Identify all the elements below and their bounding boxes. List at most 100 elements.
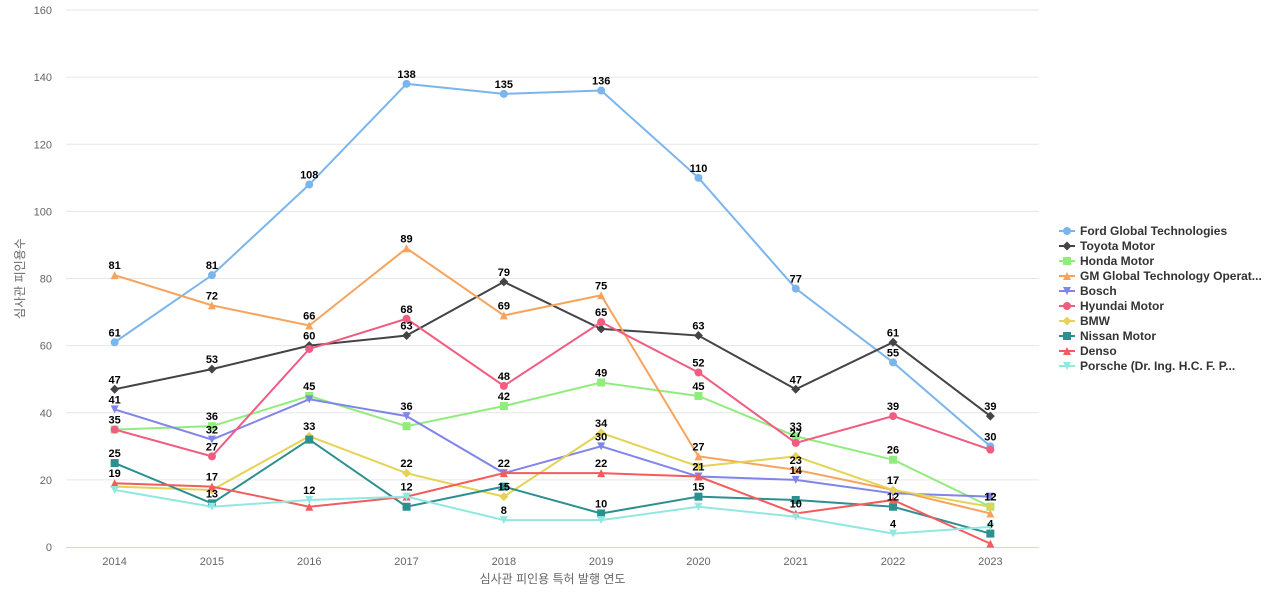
- data-point: [305, 502, 314, 511]
- data-label: 69: [498, 300, 510, 312]
- data-label: 27: [206, 441, 218, 453]
- x-tick-label: 2021: [784, 556, 808, 568]
- legend-item[interactable]: Denso: [1059, 344, 1117, 358]
- data-point: [402, 314, 411, 323]
- data-label: 60: [303, 331, 315, 343]
- data-point: [110, 485, 119, 494]
- legend-item[interactable]: Honda Motor: [1059, 254, 1154, 268]
- data-label: 39: [887, 401, 899, 413]
- y-axis-title: 심사관 피인용수: [13, 238, 27, 319]
- data-point: [597, 291, 606, 300]
- data-point: [694, 173, 703, 182]
- data-label: 15: [692, 482, 704, 494]
- data-point: [986, 539, 995, 548]
- data-point: [694, 472, 703, 481]
- legend-item[interactable]: Bosch: [1059, 284, 1117, 298]
- data-label: 52: [692, 357, 704, 369]
- legend-item[interactable]: Nissan Motor: [1059, 329, 1156, 343]
- y-tick-label: 40: [40, 408, 52, 420]
- data-label: 42: [498, 391, 510, 403]
- legend-item[interactable]: Toyota Motor: [1059, 239, 1155, 253]
- data-point: [402, 422, 411, 431]
- data-label: 10: [790, 498, 802, 510]
- data-point: [597, 442, 606, 451]
- data-point: [888, 337, 898, 347]
- data-point: [110, 271, 119, 280]
- data-point: [693, 461, 703, 471]
- x-axis-title: 심사관 피인용 특허 발행 연도: [480, 571, 626, 586]
- series-line: [114, 317, 991, 458]
- x-tick-label: 2015: [200, 556, 224, 568]
- data-point: [207, 422, 216, 431]
- data-point: [1063, 362, 1071, 370]
- legend-label: Honda Motor: [1080, 254, 1154, 268]
- data-label: 135: [495, 79, 513, 91]
- series-7: [110, 435, 995, 538]
- data-point: [305, 344, 314, 353]
- data-point: [1063, 257, 1071, 265]
- data-point: [207, 271, 216, 280]
- data-point: [402, 492, 411, 501]
- series-2: [110, 378, 995, 511]
- data-point: [597, 86, 606, 95]
- data-point: [110, 384, 120, 394]
- data-point: [888, 485, 898, 495]
- legend-label: Denso: [1080, 344, 1117, 358]
- legend-item[interactable]: Ford Global Technologies: [1059, 224, 1227, 238]
- data-point: [305, 496, 314, 505]
- y-tick-label: 100: [34, 206, 52, 218]
- legend-item[interactable]: Porsche (Dr. Ing. H.C. F. P...: [1059, 359, 1235, 373]
- data-point: [694, 368, 703, 377]
- data-point: [110, 405, 119, 414]
- data-label: 15: [498, 482, 510, 494]
- data-point: [596, 324, 606, 334]
- data-point: [986, 509, 995, 518]
- legend-label: BMW: [1080, 314, 1111, 328]
- data-point: [791, 465, 800, 474]
- data-point: [499, 311, 508, 320]
- data-point: [1063, 302, 1071, 310]
- data-point: [305, 395, 314, 404]
- data-point: [1063, 287, 1071, 295]
- data-point: [499, 492, 509, 502]
- data-label: 66: [303, 310, 315, 322]
- data-label: 13: [206, 488, 218, 500]
- data-label: 22: [498, 458, 510, 470]
- legend-item[interactable]: GM Global Technology Operat...: [1059, 269, 1262, 283]
- series-1: [110, 277, 995, 421]
- data-label: 26: [887, 445, 899, 457]
- data-label: 12: [400, 482, 412, 494]
- data-point: [499, 402, 508, 411]
- data-point: [207, 301, 216, 310]
- data-point: [791, 451, 801, 461]
- series-group: [110, 79, 995, 548]
- data-point: [889, 455, 898, 464]
- x-tick-label: 2019: [589, 556, 613, 568]
- legend-item[interactable]: Hyundai Motor: [1059, 299, 1164, 313]
- legend-label: Bosch: [1080, 284, 1117, 298]
- data-point: [305, 180, 314, 189]
- x-tick-label: 2023: [978, 556, 1002, 568]
- data-label: 36: [400, 401, 412, 413]
- data-label: 32: [206, 425, 218, 437]
- data-point: [1063, 332, 1071, 340]
- data-label: 110: [690, 163, 708, 175]
- data-label: 72: [206, 290, 218, 302]
- data-label: 136: [592, 76, 610, 88]
- data-label: 27: [790, 428, 802, 440]
- data-label: 39: [984, 401, 996, 413]
- data-label: 63: [400, 321, 412, 333]
- legend-item[interactable]: BMW: [1059, 314, 1111, 328]
- data-point: [1062, 316, 1072, 326]
- data-point: [791, 496, 800, 505]
- y-tick-label: 20: [40, 475, 52, 487]
- legend-label: GM Global Technology Operat...: [1080, 269, 1262, 283]
- data-label: 22: [595, 458, 607, 470]
- data-label: 89: [400, 233, 412, 245]
- data-label: 23: [790, 455, 802, 467]
- x-tick-label: 2018: [492, 556, 516, 568]
- data-label: 12: [984, 492, 996, 504]
- data-label: 17: [887, 475, 899, 487]
- data-point: [499, 469, 508, 478]
